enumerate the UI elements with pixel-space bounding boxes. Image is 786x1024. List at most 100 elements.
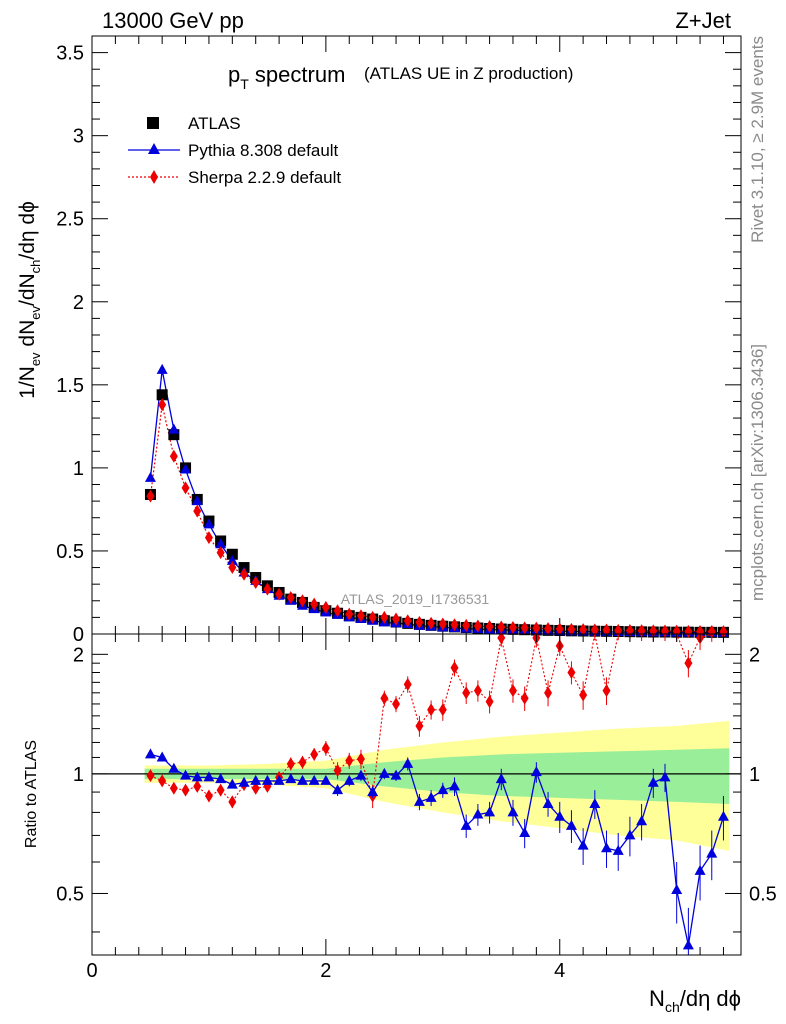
ratio-pythia-point (449, 780, 461, 791)
sherpa-point (193, 504, 202, 518)
ratio-pythia-point (717, 810, 729, 821)
ratio-sherpa-point (473, 684, 482, 698)
rivet-label: Rivet 3.1.10, ≥ 2.9M events (748, 36, 767, 243)
pythia-point (226, 554, 238, 565)
ratio-sherpa-point (602, 684, 611, 698)
ratio-sherpa-point (415, 719, 424, 733)
ratio-pythia-point (215, 773, 227, 784)
ratio-pythia-point (565, 819, 577, 830)
ratio-pythia-point (285, 773, 297, 784)
ratio-pythia-point (261, 774, 273, 785)
ratio-sherpa-point (169, 781, 178, 795)
ratio-sherpa-point (403, 677, 412, 691)
ratio-pythia-point (577, 839, 589, 850)
ratio-x-tick-label: 2 (320, 960, 331, 982)
ratio-pythia-point (694, 864, 706, 875)
ratio-pythia-point (472, 808, 484, 819)
main-x-axis-ticks (91, 36, 724, 634)
ratio-sherpa-point (579, 688, 588, 702)
ratio-pythia-point (682, 939, 694, 950)
ratio-y-axis-label: Ratio to ATLAS (23, 740, 40, 848)
sherpa-point (240, 567, 249, 581)
main-panel: 0 0.5 1 1.5 2 2.5 3 3.5 pT spectrum (ATLAS UE i… (16, 35, 742, 646)
sherpa-point (684, 624, 693, 638)
pythia-point (168, 423, 180, 434)
sherpa-point (392, 612, 401, 626)
main-y-tick-label: 2 (73, 292, 84, 314)
x-axis-label: Nch/dη dϕ (649, 986, 741, 1015)
ratio-sherpa-point (181, 783, 190, 797)
sherpa-point (380, 610, 389, 624)
pythia-point (203, 518, 215, 529)
sherpa-point (228, 561, 237, 575)
sherpa-point (403, 614, 412, 628)
ratio-sherpa-point (321, 741, 330, 755)
sherpa-point (544, 622, 553, 636)
ratio-pythia-point (203, 771, 215, 782)
pythia-point (191, 495, 203, 506)
ratio-sherpa-point (333, 763, 342, 777)
ratio-pythia-point (507, 806, 519, 817)
ratio-pythia-point (554, 810, 566, 821)
ratio-sherpa-point (345, 754, 354, 768)
ratio-pythia-point (425, 791, 437, 802)
legend-sherpa-label: Sherpa 2.2.9 default (188, 168, 341, 187)
sherpa-point (251, 576, 260, 590)
pythia-point (180, 463, 192, 474)
sherpa-point (146, 489, 155, 503)
ratio-pythia-point (343, 774, 355, 785)
main-series-layer (144, 363, 729, 639)
ratio-band-inner (144, 748, 730, 804)
ratio-pythia-point (191, 771, 203, 782)
main-y-tick-label: 1.5 (56, 375, 84, 397)
sherpa-point (532, 621, 541, 635)
ratio-pythia-point (355, 769, 367, 780)
sherpa-point (368, 610, 377, 624)
ratio-pythia-point (671, 884, 683, 895)
ratio-sherpa-point (251, 781, 260, 795)
ratio-sherpa-point (216, 783, 225, 797)
atlas-data-point (226, 548, 238, 560)
ratio-pythia-point (647, 776, 659, 787)
ratio-pythia-point (706, 847, 718, 858)
ratio-pythia-point (180, 769, 192, 780)
legend-atlas-label: ATLAS (188, 114, 241, 133)
sherpa-point (216, 546, 225, 560)
sherpa-point (707, 625, 716, 639)
ratio-pythia-point (390, 769, 402, 780)
sherpa-point (602, 623, 611, 637)
ratio-pythia-point (519, 826, 531, 837)
ratio-sherpa-point (497, 631, 506, 645)
ratio-y-tick-label-right: 1 (749, 764, 760, 786)
main-y-axis-label: 1/Nev dNev/dNch/dη dϕ (16, 201, 43, 399)
sherpa-point (590, 623, 599, 637)
sherpa-point (181, 481, 190, 495)
main-y-tick-label: 1 (73, 458, 84, 480)
ratio-pythia-point (273, 774, 285, 785)
sherpa-point (263, 582, 272, 596)
sherpa-point (555, 622, 564, 636)
main-y-tick-label: 0.5 (56, 541, 84, 563)
sherpa-point (345, 607, 354, 621)
ratio-pythia-point (378, 767, 390, 778)
ratio-pythia-point (659, 771, 671, 782)
process-label: Z+Jet (675, 8, 731, 33)
ratio-pythia-point (320, 774, 332, 785)
ratio-x-tick-label: 0 (86, 960, 97, 982)
ratio-pythia-point (308, 774, 320, 785)
ratio-pythia-point (460, 819, 472, 830)
ratio-sherpa-point (146, 769, 155, 783)
ratio-uncertainty-bands (144, 720, 730, 851)
ratio-sherpa-point (520, 691, 529, 705)
ratio-sherpa-point (508, 684, 517, 698)
ratio-pythia-point (612, 844, 624, 855)
ratio-y-tick-label: 2 (73, 644, 84, 666)
ratio-x-axis: 0 2 4 (86, 634, 724, 982)
legend: ATLAS Pythia 8.308 default Sherpa 2.2.9 … (128, 114, 341, 187)
sherpa-point (310, 597, 319, 611)
sherpa-point (508, 621, 517, 635)
legend-sherpa-marker (150, 170, 158, 184)
ratio-x-tick-label: 4 (554, 960, 565, 982)
ratio-sherpa-point (298, 755, 307, 769)
ratio-pythia-point (530, 766, 542, 777)
